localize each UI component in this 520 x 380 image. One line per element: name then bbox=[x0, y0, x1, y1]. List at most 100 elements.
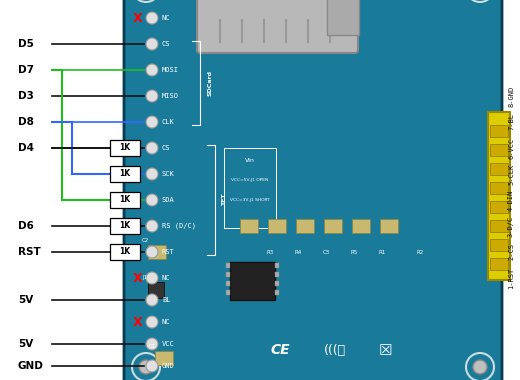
Circle shape bbox=[473, 360, 487, 374]
Bar bbox=[296, 219, 314, 233]
Bar bbox=[110, 166, 140, 182]
Circle shape bbox=[146, 294, 158, 306]
Text: D3: D3 bbox=[18, 91, 34, 101]
Bar bbox=[226, 290, 230, 295]
Text: 1K: 1K bbox=[120, 169, 131, 179]
Bar bbox=[490, 125, 508, 137]
Text: VCC: VCC bbox=[162, 341, 175, 347]
Bar bbox=[490, 144, 508, 156]
Text: R4: R4 bbox=[294, 250, 302, 255]
Text: NC: NC bbox=[162, 15, 171, 21]
Text: X: X bbox=[133, 271, 143, 285]
Text: 1K: 1K bbox=[120, 195, 131, 204]
Text: 3-D/C: 3-D/C bbox=[508, 215, 514, 237]
Circle shape bbox=[139, 360, 153, 374]
FancyBboxPatch shape bbox=[124, 0, 502, 380]
Text: C2: C2 bbox=[141, 238, 149, 242]
Bar bbox=[275, 281, 279, 286]
Circle shape bbox=[146, 142, 158, 154]
Text: NC: NC bbox=[162, 275, 171, 281]
Text: R1: R1 bbox=[379, 250, 386, 255]
Text: D8: D8 bbox=[18, 117, 34, 127]
Circle shape bbox=[466, 353, 494, 380]
Bar bbox=[324, 219, 342, 233]
Circle shape bbox=[146, 12, 158, 24]
Circle shape bbox=[146, 272, 158, 284]
Text: Vin: Vin bbox=[245, 157, 255, 163]
Bar bbox=[148, 282, 164, 298]
Bar bbox=[268, 219, 286, 233]
Bar bbox=[224, 148, 276, 228]
Bar bbox=[148, 245, 166, 259]
Text: VCC=3V,J1 SHORT: VCC=3V,J1 SHORT bbox=[230, 198, 270, 202]
Text: C3: C3 bbox=[322, 250, 330, 255]
Text: CS: CS bbox=[162, 145, 171, 151]
Text: CLK: CLK bbox=[162, 119, 175, 125]
Text: SDCard: SDCard bbox=[207, 70, 213, 96]
Text: 8-GND: 8-GND bbox=[508, 86, 514, 107]
Circle shape bbox=[146, 316, 158, 328]
Circle shape bbox=[146, 194, 158, 206]
Bar bbox=[240, 219, 258, 233]
Circle shape bbox=[146, 220, 158, 232]
Circle shape bbox=[146, 116, 158, 128]
Bar bbox=[110, 192, 140, 208]
Text: GND: GND bbox=[162, 363, 175, 369]
Text: CE: CE bbox=[270, 343, 290, 357]
Text: SDA: SDA bbox=[162, 197, 175, 203]
Bar bbox=[490, 239, 508, 251]
Text: R5: R5 bbox=[350, 250, 358, 255]
Bar bbox=[110, 140, 140, 156]
Circle shape bbox=[132, 353, 160, 380]
Text: 1K: 1K bbox=[120, 222, 131, 231]
Circle shape bbox=[146, 246, 158, 258]
Bar bbox=[226, 263, 230, 268]
Bar bbox=[490, 201, 508, 213]
Circle shape bbox=[146, 168, 158, 180]
Text: C1: C1 bbox=[148, 344, 155, 348]
Text: X: X bbox=[133, 11, 143, 24]
Text: R3: R3 bbox=[266, 250, 274, 255]
Bar bbox=[490, 220, 508, 232]
Bar bbox=[275, 272, 279, 277]
Circle shape bbox=[146, 90, 158, 102]
Text: RST: RST bbox=[18, 247, 41, 257]
Text: 4-DIN: 4-DIN bbox=[508, 189, 514, 211]
Bar bbox=[230, 262, 275, 300]
Text: NC: NC bbox=[162, 319, 171, 325]
Bar bbox=[327, 0, 359, 35]
Bar bbox=[275, 290, 279, 295]
Text: 5V: 5V bbox=[18, 295, 33, 305]
Text: RS (D/C): RS (D/C) bbox=[162, 223, 196, 229]
FancyBboxPatch shape bbox=[197, 0, 358, 53]
Text: J1: J1 bbox=[142, 276, 148, 280]
Text: 2-CS: 2-CS bbox=[508, 244, 514, 261]
Text: D5: D5 bbox=[18, 39, 34, 49]
Bar bbox=[380, 219, 398, 233]
Text: 5-CLK: 5-CLK bbox=[508, 163, 514, 185]
Text: BL: BL bbox=[162, 297, 171, 303]
Bar bbox=[226, 272, 230, 277]
Circle shape bbox=[146, 338, 158, 350]
Bar bbox=[488, 112, 510, 280]
Text: TFT: TFT bbox=[223, 194, 228, 206]
Circle shape bbox=[146, 64, 158, 76]
Text: MOSI: MOSI bbox=[162, 67, 179, 73]
Text: 1K: 1K bbox=[120, 247, 131, 256]
Bar bbox=[155, 351, 173, 365]
Text: 1-RST: 1-RST bbox=[508, 268, 514, 289]
Text: X: X bbox=[133, 315, 143, 328]
Text: D6: D6 bbox=[18, 221, 34, 231]
Bar bbox=[352, 219, 370, 233]
Text: D7: D7 bbox=[18, 65, 34, 75]
Text: VCC=5V,J1 OPEN: VCC=5V,J1 OPEN bbox=[231, 178, 269, 182]
Text: 1K: 1K bbox=[120, 144, 131, 152]
Bar bbox=[275, 263, 279, 268]
Circle shape bbox=[146, 360, 158, 372]
Bar bbox=[490, 163, 508, 175]
Text: 7-BL: 7-BL bbox=[508, 114, 514, 130]
Bar bbox=[110, 218, 140, 234]
Text: R2: R2 bbox=[417, 250, 424, 255]
Text: ☒: ☒ bbox=[378, 342, 392, 358]
Text: 5V: 5V bbox=[18, 339, 33, 349]
